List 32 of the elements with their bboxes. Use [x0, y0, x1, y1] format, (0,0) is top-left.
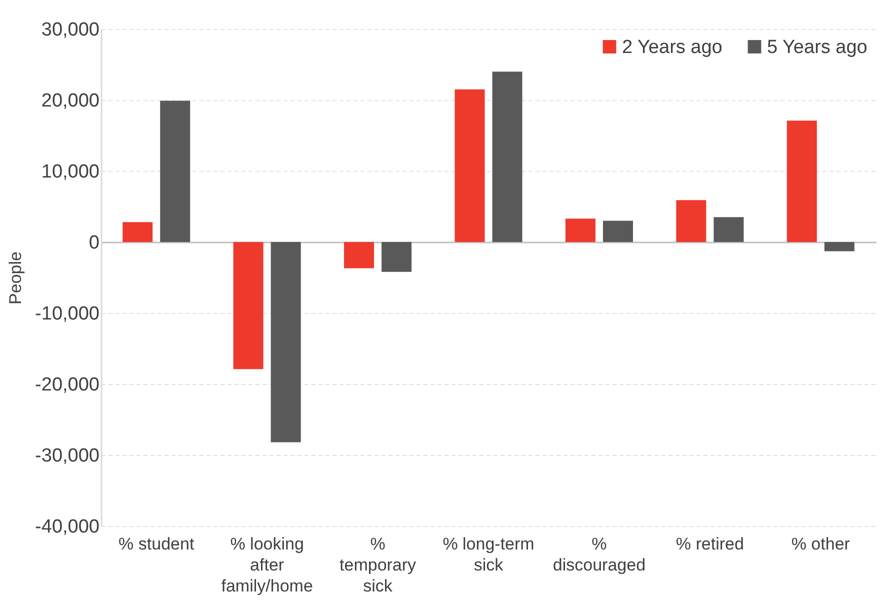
legend-label: 2 Years ago — [622, 36, 722, 58]
y-axis-title: People — [6, 252, 26, 304]
y-tick-label: 10,000 — [41, 162, 100, 182]
legend-label: 5 Years ago — [767, 36, 868, 58]
y-tick-label: -20,000 — [35, 374, 100, 396]
bar — [786, 120, 817, 242]
y-tick-label: -10,000 — [35, 304, 100, 324]
x-tick-label: % temporary sick — [340, 534, 417, 596]
x-tick-label: % other — [791, 534, 850, 554]
bar — [382, 242, 412, 272]
bar — [824, 242, 854, 252]
bar — [233, 242, 264, 370]
y-tick-label: 0 — [88, 232, 100, 254]
y-tick-label: -40,000 — [35, 516, 100, 538]
x-tick-label: % discouraged — [552, 534, 646, 574]
bar — [160, 100, 190, 242]
bar — [676, 200, 706, 242]
y-tick-label: -30,000 — [35, 446, 100, 466]
x-tick-label: % retired — [676, 534, 744, 554]
y-tick-label: 30,000 — [41, 20, 100, 40]
bar — [602, 220, 633, 242]
y-tick-label: 20,000 — [41, 90, 100, 112]
bar — [454, 89, 485, 242]
bar — [714, 217, 744, 242]
x-tick-label: % looking after family/home — [221, 534, 313, 596]
x-tick-label: % long-term sick — [442, 534, 534, 574]
x-tick-label: % student — [118, 534, 194, 554]
bar — [344, 242, 374, 268]
bar — [122, 222, 153, 242]
bar — [565, 218, 596, 242]
bar — [270, 242, 301, 442]
bar — [492, 72, 522, 242]
